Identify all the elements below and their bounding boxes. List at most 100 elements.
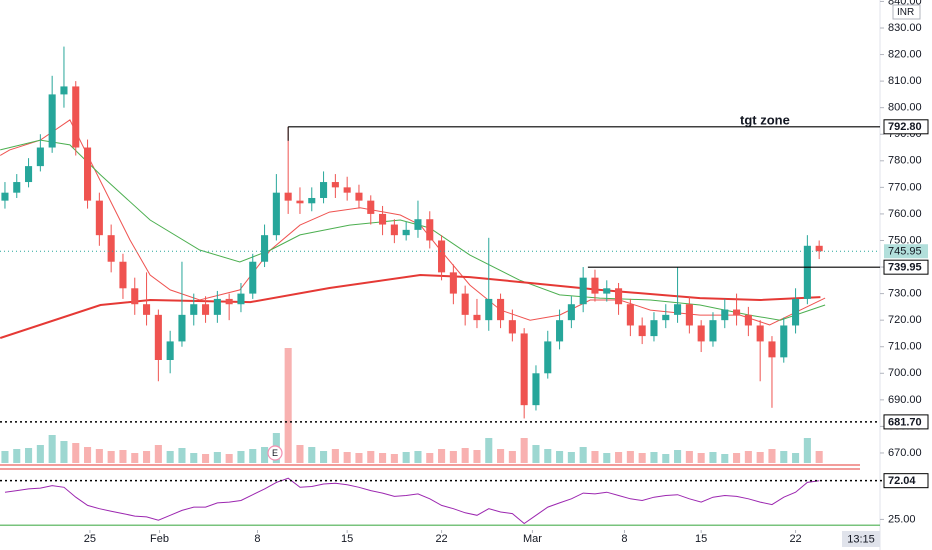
candle-body (674, 304, 682, 315)
x-tick-label: 8 (621, 533, 627, 545)
candle-body (48, 94, 56, 148)
candle-body (685, 304, 693, 326)
volume-bar (25, 448, 33, 463)
y-tick-label: 770.00 (888, 181, 922, 193)
candle-body (190, 304, 198, 315)
level-label-box (883, 259, 929, 275)
candle-body (343, 187, 351, 193)
candle-body (567, 304, 575, 321)
y-tick-label: 780.00 (888, 155, 922, 167)
volume-bar (721, 454, 729, 463)
volume-bar (650, 452, 658, 463)
volume-bar (237, 451, 245, 463)
candle-body (284, 192, 292, 201)
candle-body (154, 314, 162, 361)
volume-bar (508, 451, 516, 463)
y-tick-label: 670.00 (888, 447, 922, 459)
volume-bar (709, 452, 717, 463)
volume-bar (36, 445, 44, 463)
candle-body (261, 235, 269, 262)
y-tick-label: 700.00 (888, 367, 922, 379)
x-tick-label: 22 (789, 533, 801, 545)
candle-body (473, 314, 481, 321)
candle-body (178, 314, 186, 342)
candle-body (95, 200, 103, 236)
candle-body (331, 182, 339, 188)
candle-body (320, 182, 328, 198)
moving-average (0, 273, 821, 339)
candle-body (792, 298, 800, 326)
candle-body (143, 304, 151, 315)
level-label: 792.80 (888, 121, 922, 133)
candle-body (13, 182, 21, 193)
candle-body (379, 213, 387, 225)
level-label-box (883, 414, 929, 430)
volume-bar (449, 451, 457, 463)
volume-bar (520, 438, 528, 463)
volume-bar (1, 451, 9, 463)
candle-body (768, 341, 776, 358)
y-tick-label: 800.00 (888, 102, 922, 114)
volume-bar (497, 449, 505, 463)
candle-body (84, 147, 92, 201)
volume-bar (815, 451, 823, 463)
earnings-circle (267, 445, 283, 461)
candle-body (520, 333, 528, 406)
candle-body (367, 200, 375, 214)
volume-bar (697, 453, 705, 463)
candle-body (508, 320, 516, 334)
volume-bar (60, 441, 68, 463)
y-tick-label: 760.00 (888, 208, 922, 220)
candle-body (744, 314, 752, 326)
candle-body (107, 235, 115, 262)
volume-bar (674, 450, 682, 463)
candle-body (662, 314, 670, 321)
candle-body (544, 341, 552, 374)
volume-bar (320, 451, 328, 463)
volume-bar (803, 438, 811, 463)
volume-bar (296, 445, 304, 463)
candle-body (579, 277, 587, 305)
volume-bar (733, 453, 741, 463)
y-tick-label: 720.00 (888, 314, 922, 326)
volume-bar (768, 449, 776, 463)
y-tick-label: 750.00 (888, 234, 922, 246)
volume-bar (662, 454, 670, 463)
level-label-box (883, 119, 929, 135)
moving-average (0, 119, 826, 326)
candle-body (213, 298, 221, 315)
volume-bar (72, 443, 80, 463)
volume-bar (284, 348, 292, 463)
volume-bar (154, 445, 162, 463)
y-tick-label: 830.00 (888, 22, 922, 34)
volume-bar (119, 450, 127, 463)
volume-bar (107, 451, 115, 463)
volume-bar (473, 450, 481, 463)
last-price-label: 745.95 (888, 246, 922, 258)
volume-bar (166, 451, 174, 463)
volume-bar (426, 453, 434, 463)
volume-bar (84, 447, 92, 463)
volume-bar (202, 454, 210, 463)
moving-average (0, 139, 826, 321)
volume-bar (615, 452, 623, 463)
candle-body (438, 240, 446, 273)
volume-bar (225, 454, 233, 463)
candle-body (1, 192, 9, 201)
time-label: 13:15 (847, 533, 875, 545)
volume-bar (367, 451, 375, 463)
candle-body (272, 192, 280, 236)
candle-body (756, 325, 764, 342)
candle-body (449, 272, 457, 294)
volume-bar (744, 451, 752, 463)
rsi-tick-label: 25.00 (888, 513, 916, 525)
time-label-box (842, 531, 880, 547)
currency: INR (897, 7, 914, 18)
volume-bar (567, 452, 575, 463)
volume-bar (685, 451, 693, 463)
volume-bar (579, 447, 587, 463)
candle-body (131, 288, 139, 305)
